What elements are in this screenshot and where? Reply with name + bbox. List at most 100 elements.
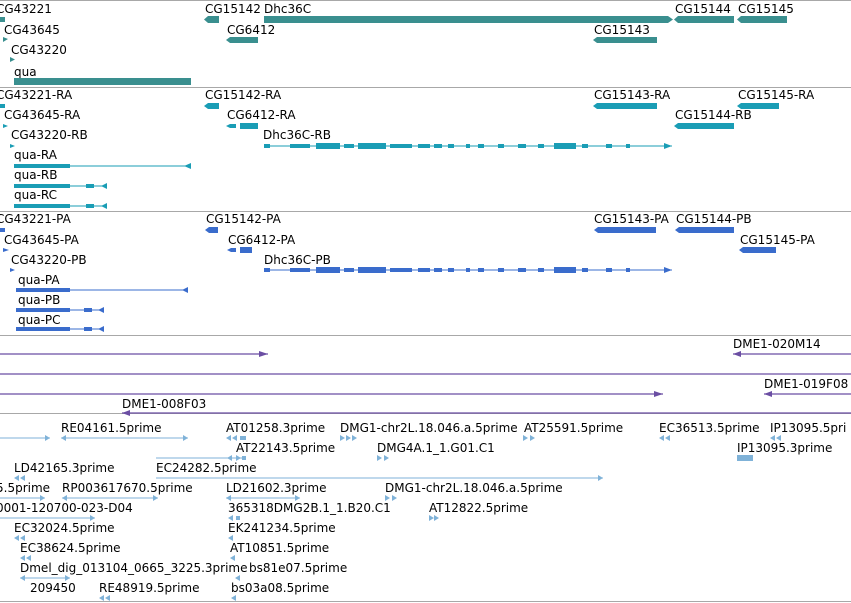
gene-feature[interactable]: [226, 37, 258, 43]
gene-feature[interactable]: [14, 78, 191, 85]
transcript-track: CG43221-RA CG43645-RA CG43220-RB qua-RA …: [0, 88, 815, 209]
transcript-feature[interactable]: [204, 103, 219, 109]
est-feature[interactable]: [156, 475, 603, 481]
gene-feature[interactable]: [3, 37, 8, 42]
feature-label: DME1-019F08: [764, 377, 848, 391]
feature-label: CG6412: [227, 23, 275, 37]
protein-feature[interactable]: [16, 287, 188, 293]
feature-label: Dhc36C-PB: [264, 253, 331, 267]
est-feature[interactable]: [770, 435, 781, 441]
feature-label: RE48919.5prime: [99, 581, 200, 595]
feature-label: CG43220-PB: [11, 253, 87, 267]
feature-label: qua-PA: [18, 273, 60, 287]
feature-label: CG43221: [0, 2, 52, 16]
gene-feature[interactable]: [204, 16, 219, 23]
transcript-feature[interactable]: [3, 124, 8, 128]
feature-label: Dhc36C: [264, 2, 311, 16]
est-feature[interactable]: [99, 595, 110, 601]
feature-label: qua-RA: [14, 148, 58, 162]
feature-label: 365318DMG2B.1_1.B20.C1: [228, 501, 391, 515]
feature-label: 0001-120700-023-D04: [0, 501, 133, 515]
protein-feature[interactable]: [594, 227, 656, 233]
feature-label: DMG1-chr2L.18.046.a.5prime: [340, 421, 518, 435]
protein-feature[interactable]: [227, 247, 252, 253]
protein-feature[interactable]: [16, 307, 104, 313]
est-feature[interactable]: [340, 435, 357, 441]
gene-feature[interactable]: [593, 37, 657, 43]
clone-feature[interactable]: [122, 410, 851, 416]
feature-label: CG15142: [205, 2, 261, 16]
protein-feature[interactable]: [10, 268, 15, 272]
feature-label: AT25591.5prime: [524, 421, 623, 435]
transcript-feature[interactable]: [14, 203, 107, 209]
est-track: RE04161.5prime AT01258.3prime DMG1-chr2L…: [0, 421, 846, 601]
est-feature[interactable]: [20, 575, 70, 581]
feature-label: CG43645: [4, 23, 60, 37]
protein-feature[interactable]: [205, 227, 218, 233]
feature-label: LD42165.3prime: [14, 461, 115, 475]
est-feature[interactable]: [230, 555, 235, 561]
protein-feature[interactable]: [3, 248, 9, 252]
feature-label: RE04161.5prime: [61, 421, 162, 435]
feature-label: qua: [14, 65, 37, 79]
gene-feature[interactable]: [0, 17, 5, 22]
clone-feature[interactable]: [764, 391, 851, 397]
transcript-feature[interactable]: [10, 144, 15, 148]
clone-feature[interactable]: [733, 351, 851, 357]
feature-label: EK241234.5prime: [228, 521, 336, 535]
protein-feature[interactable]: [16, 326, 104, 332]
est-feature[interactable]: [377, 455, 389, 461]
feature-label: qua-PC: [18, 313, 61, 327]
est-feature[interactable]: [14, 475, 25, 481]
est-feature[interactable]: [62, 495, 158, 501]
gene-feature[interactable]: [10, 57, 15, 62]
transcript-feature[interactable]: [737, 103, 779, 109]
est-feature[interactable]: [226, 495, 300, 501]
protein-feature[interactable]: [675, 227, 734, 233]
feature-label: CG43220: [11, 43, 67, 57]
est-feature[interactable]: [429, 515, 439, 521]
feature-label: CG6412-RA: [227, 108, 296, 122]
transcript-feature[interactable]: [14, 183, 107, 189]
gene-feature[interactable]: [264, 16, 673, 23]
feature-label: CG15143-PA: [594, 212, 670, 226]
est-feature[interactable]: [61, 435, 188, 441]
transcript-feature[interactable]: [674, 123, 734, 129]
protein-feature[interactable]: [264, 267, 672, 273]
est-feature[interactable]: [0, 495, 45, 501]
feature-label: AT22143.5prime: [236, 441, 335, 455]
est-feature[interactable]: [14, 535, 25, 541]
est-feature[interactable]: [659, 435, 670, 441]
transcript-feature[interactable]: [14, 163, 191, 169]
feature-label: AT01258.3prime: [226, 421, 325, 435]
transcript-feature[interactable]: [0, 104, 5, 108]
est-feature[interactable]: [226, 435, 246, 441]
est-feature[interactable]: [228, 515, 240, 521]
transcript-feature[interactable]: [593, 103, 657, 109]
est-feature[interactable]: [20, 555, 31, 561]
feature-label: EC24282.5prime: [156, 461, 257, 475]
est-feature[interactable]: [385, 495, 397, 501]
est-feature[interactable]: [156, 455, 246, 461]
est-feature[interactable]: [523, 435, 535, 441]
gene-feature[interactable]: [737, 16, 787, 23]
gene-feature[interactable]: [674, 16, 734, 23]
transcript-feature[interactable]: [264, 143, 672, 149]
est-feature[interactable]: [231, 595, 236, 601]
est-feature[interactable]: [228, 535, 233, 541]
est-feature[interactable]: [235, 575, 240, 581]
transcript-feature[interactable]: [226, 123, 258, 129]
feature-label: DMG4A.1_1.G01.C1: [377, 441, 495, 455]
est-feature[interactable]: [737, 455, 753, 461]
est-feature[interactable]: [0, 515, 95, 521]
protein-feature[interactable]: [739, 247, 776, 253]
est-feature[interactable]: [0, 435, 50, 441]
clone-feature[interactable]: [0, 351, 268, 357]
clone-feature[interactable]: [0, 391, 663, 397]
gene-track: CG43221 CG43645 CG43220 qua CG15142 Dhc3…: [0, 2, 794, 85]
feature-label: DMG1-chr2L.18.046.a.5prime: [385, 481, 563, 495]
protein-feature[interactable]: [0, 228, 5, 232]
feature-label: EC32024.5prime: [14, 521, 115, 535]
feature-label: AT12822.5prime: [429, 501, 528, 515]
